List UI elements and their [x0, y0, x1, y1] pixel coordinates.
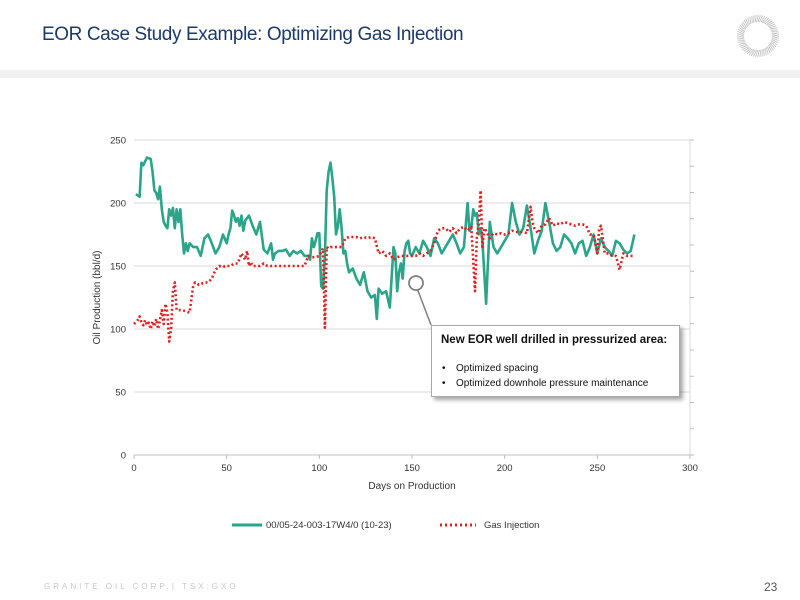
y-tick-label: 100: [110, 325, 126, 336]
legend-label-oil: 00/05-24-003-17W4/0 (10-23): [266, 520, 392, 531]
granite-ring-logo-icon: [736, 14, 780, 58]
y-tick-label: 200: [110, 199, 126, 210]
callout-bullet-spacing: • Optimized spacing: [442, 362, 648, 377]
callout-bullet-text: Optimized downhole pressure maintenance: [456, 377, 649, 389]
legend-label-gas: Gas Injection: [484, 520, 540, 531]
y-tick-label: 50: [115, 388, 126, 399]
oil-production-series-line: [135, 156, 636, 321]
callout-leader-line: [416, 287, 432, 326]
bullet-glyph: •: [442, 377, 446, 389]
x-axis-title: Days on Production: [368, 481, 455, 492]
callout-anchor-marker: [408, 275, 424, 291]
x-tick-label: 150: [404, 463, 420, 474]
legend-swatch-oil: [232, 523, 262, 527]
x-tick-label: 50: [221, 463, 232, 474]
y-tick-label: 250: [110, 136, 126, 147]
callout-bullet-list: • Optimized spacing • Optimized downhole p…: [442, 362, 648, 391]
header-band: [0, 0, 800, 70]
header-divider: [0, 70, 800, 78]
footer-company: GRANITE OIL CORP.| TSX:GXO: [44, 582, 239, 591]
page-title: EOR Case Study Example: Optimizing Gas I…: [42, 24, 464, 45]
page-number: 23: [764, 580, 778, 594]
x-tick-label: 250: [589, 463, 605, 474]
legend-swatch-gas: [440, 523, 476, 527]
callout-title: New EOR well drilled in pressurized area…: [441, 334, 668, 346]
x-tick-label: 0: [131, 463, 136, 474]
callout-bullet-pressure: • Optimized downhole pressure maintenance: [442, 377, 648, 392]
bullet-glyph: •: [442, 363, 446, 374]
y-axis-title: Oil Production (bbl/d): [92, 251, 103, 345]
gas-injection-series-line: [133, 189, 635, 343]
annotation-callout: New EOR well drilled in pressurized area…: [431, 325, 680, 397]
callout-bullet-text: Optimized spacing: [456, 363, 539, 374]
y-tick-label: 0: [121, 451, 126, 462]
x-tick-label: 300: [682, 463, 698, 474]
y-tick-label: 150: [110, 262, 126, 273]
x-tick-label: 200: [497, 463, 513, 474]
x-tick-label: 100: [311, 463, 327, 474]
